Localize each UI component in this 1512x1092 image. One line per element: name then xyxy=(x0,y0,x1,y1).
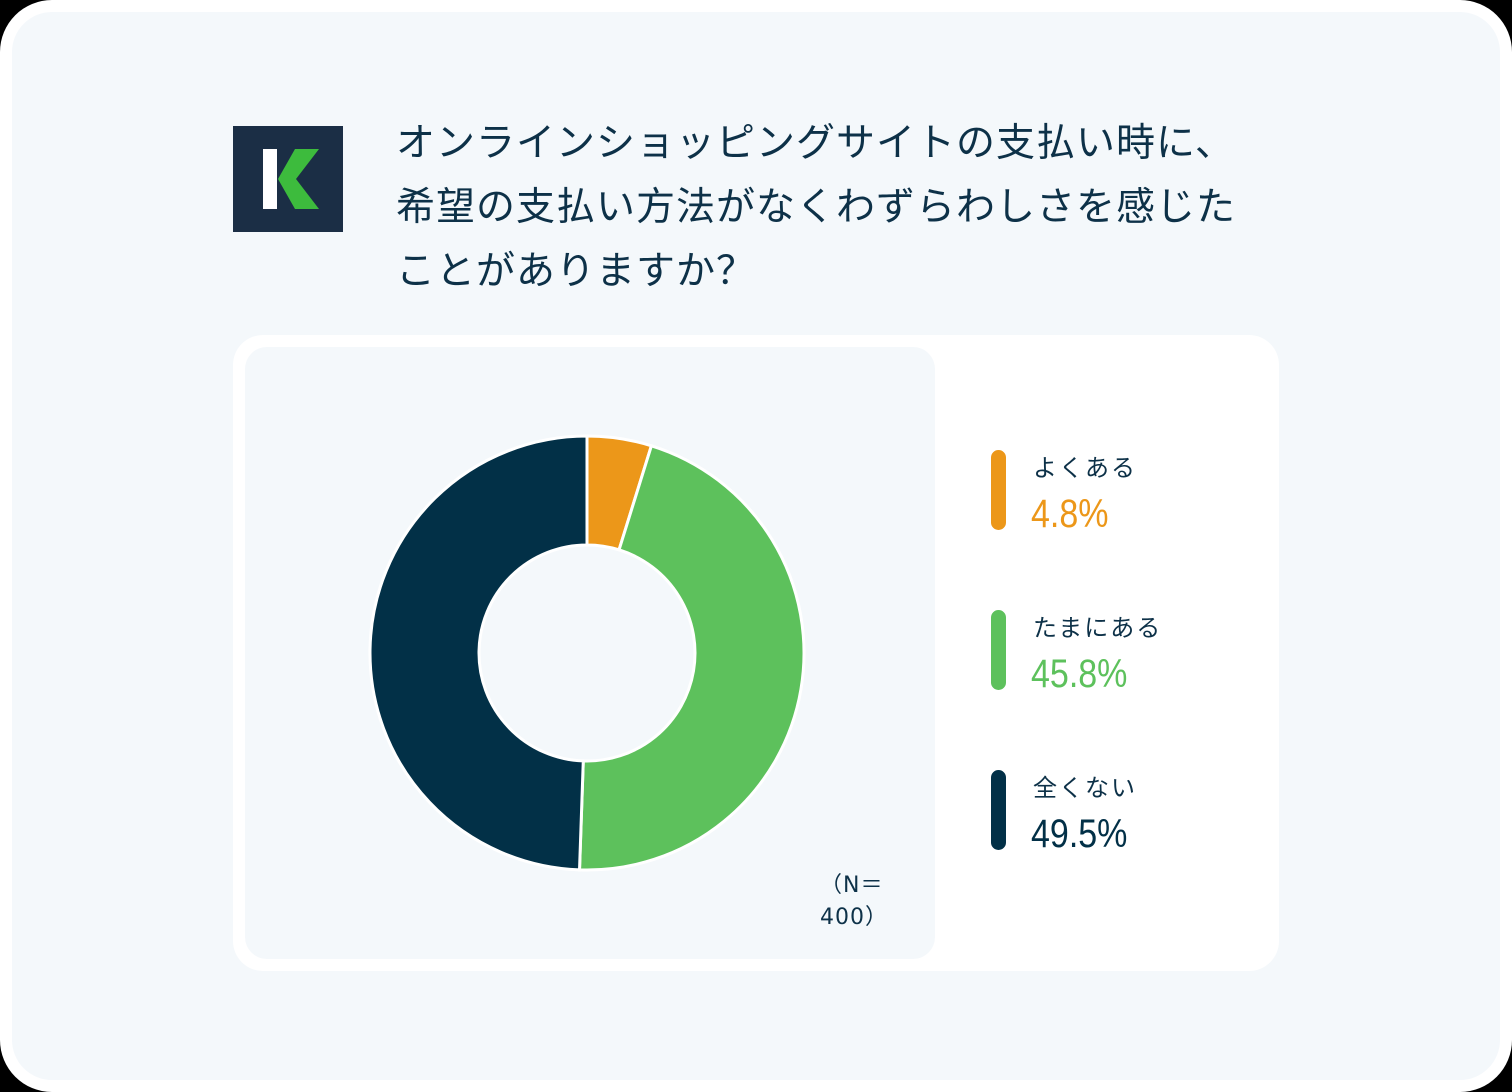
legend-label: たまにある xyxy=(1033,614,1163,642)
legend-color-bar xyxy=(991,770,1006,850)
results-card: （N＝400） よくある 4.8% たまにある 45.8% 全くない 49.5% xyxy=(233,335,1279,971)
k-logo-icon xyxy=(263,149,319,209)
donut-slice-1 xyxy=(577,443,806,872)
brand-logo xyxy=(233,126,343,232)
chart-panel: （N＝400） xyxy=(245,347,935,959)
donut-slice-2 xyxy=(368,434,589,872)
title-line-2: 希望の支払い方法がなくわずらわしさを感じた xyxy=(396,185,1237,230)
legend-label: よくある xyxy=(1033,454,1137,482)
legend-value: 49.5% xyxy=(1031,812,1128,856)
legend-value: 4.8% xyxy=(1031,492,1109,536)
legend-color-bar xyxy=(991,610,1006,690)
legend-color-bar xyxy=(991,450,1006,530)
title-line-3: ことがありますか？ xyxy=(396,249,757,294)
survey-question-title: オンラインショッピングサイトの支払い時に、 希望の支払い方法がなくわずらわしさを… xyxy=(396,112,1356,304)
legend-label: 全くない xyxy=(1033,774,1137,802)
legend-value: 45.8% xyxy=(1031,652,1128,696)
title-line-1: オンラインショッピングサイトの支払い時に、 xyxy=(396,121,1235,166)
donut-chart xyxy=(368,434,806,872)
sample-size-label: （N＝400） xyxy=(820,873,888,930)
